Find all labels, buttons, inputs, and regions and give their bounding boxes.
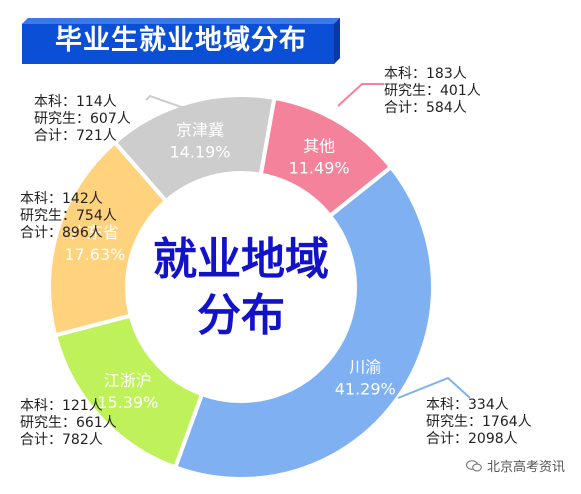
center-label-line1: 就业地域 bbox=[153, 234, 329, 285]
slice-percent-jingjinji: 14.19% bbox=[169, 143, 230, 162]
leader-line-chuanyu bbox=[397, 376, 471, 399]
note-jingjinji: 本科：114人 研究生：607人 合计：721人 bbox=[34, 94, 131, 145]
note-guangdong-grad: 研究生：754人 bbox=[20, 208, 117, 224]
slice-percent-chuanyu: 41.29% bbox=[335, 379, 396, 398]
note-chuanyu-grad: 研究生：1764人 bbox=[426, 414, 532, 430]
note-chuanyu-total: 合计：2098人 bbox=[426, 431, 518, 447]
note-guangdong-undergrad: 本科：142人 bbox=[20, 191, 103, 207]
note-other-total: 合计：584人 bbox=[384, 100, 467, 116]
slice-name-chuanyu: 川渝 bbox=[349, 357, 381, 376]
wechat-icon bbox=[466, 460, 482, 472]
chart-title: 毕业生就业地域分布 bbox=[55, 25, 307, 56]
note-chuanyu: 本科：334人 研究生：1764人 合计：2098人 bbox=[426, 397, 532, 448]
watermark: 北京高考资讯 bbox=[466, 456, 565, 475]
note-other-undergrad: 本科：183人 bbox=[384, 66, 467, 82]
note-other: 本科：183人 研究生：401人 合计：584人 bbox=[384, 66, 481, 117]
note-jiangzhehu: 本科：121人 研究生：661人 合计：782人 bbox=[20, 398, 117, 449]
watermark-text: 北京高考资讯 bbox=[487, 460, 566, 475]
note-jiangzhehu-grad: 研究生：661人 bbox=[20, 415, 117, 431]
slice-percent-other: 11.49% bbox=[289, 158, 350, 177]
slice-name-jiangzhehu: 江浙沪 bbox=[104, 371, 152, 390]
note-other-grad: 研究生：401人 bbox=[384, 83, 481, 99]
note-jingjinji-undergrad: 本科：114人 bbox=[34, 94, 117, 110]
title-banner bbox=[22, 18, 340, 64]
note-chuanyu-undergrad: 本科：334人 bbox=[426, 397, 509, 413]
note-jiangzhehu-undergrad: 本科：121人 bbox=[20, 398, 103, 414]
slice-name-other: 其他 bbox=[303, 136, 335, 155]
center-label-line2: 分布 bbox=[197, 290, 285, 341]
leader-line-guangdong bbox=[111, 204, 136, 247]
leader-line-other bbox=[337, 83, 384, 107]
note-guangdong: 本科：142人 研究生：754人 合计：896人 bbox=[20, 191, 117, 242]
note-jiangzhehu-total: 合计：782人 bbox=[20, 432, 103, 448]
slice-chuanyu bbox=[172, 164, 435, 481]
note-jingjinji-total: 合计：721人 bbox=[34, 128, 117, 144]
slice-name-jingjinji: 京津冀 bbox=[176, 121, 224, 140]
note-guangdong-total: 合计：896人 bbox=[20, 225, 103, 241]
note-jingjinji-grad: 研究生：607人 bbox=[34, 111, 131, 127]
slice-name-guangdong: 广东省 bbox=[71, 223, 119, 242]
slice-percent-jiangzhehu: 15.39% bbox=[97, 393, 158, 412]
leader-line-jiangzhehu bbox=[124, 413, 165, 459]
slice-jingjinji bbox=[111, 93, 277, 204]
slice-percent-guangdong: 17.63% bbox=[64, 245, 125, 264]
leader-line-jingjinji bbox=[145, 94, 185, 109]
